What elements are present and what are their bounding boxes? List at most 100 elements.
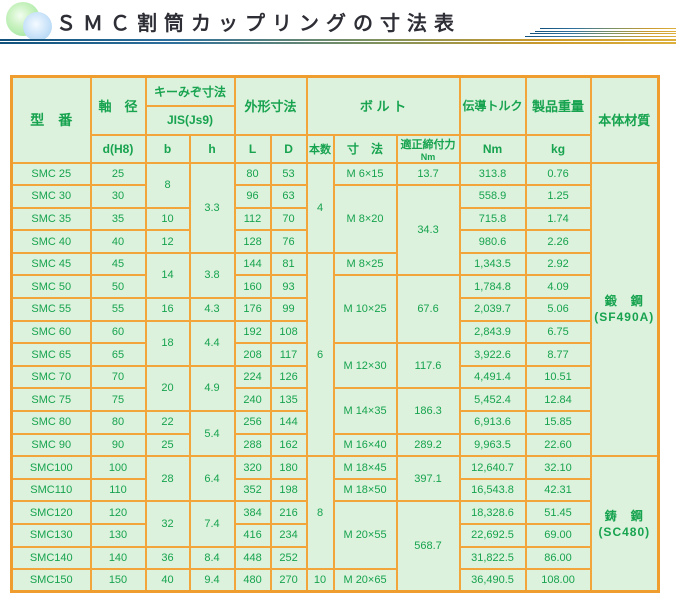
cell-torque: 16,543.8 <box>458 477 527 503</box>
cell-b: 40 <box>144 568 191 593</box>
cell-model: SMC 90 <box>10 432 92 458</box>
table-row: SMC 90 90 25 288 162 M 16×40 289.2 9,963.5 22.60 <box>10 432 659 458</box>
header-weight: 製品重量 <box>524 75 592 136</box>
table-body: SMC 25 25 8 3.3 80 53 4 M 6×15 13.7 313.8 0.76 鍛 鋼(… <box>10 161 660 593</box>
page-title: ＳＭＣ割筒カップリングの寸法表 <box>56 13 461 35</box>
cell-tight: 117.6 <box>395 342 461 390</box>
cell-torque: 5,452.4 <box>458 387 527 413</box>
cell-weight: 0.76 <box>524 161 592 187</box>
cell-size: M 18×45 <box>332 455 398 480</box>
cell-weight: 32.10 <box>524 455 592 480</box>
cell-D: 180 <box>269 455 308 480</box>
cell-weight: 2.26 <box>524 229 592 254</box>
cell-h: 5.4 <box>188 410 236 458</box>
cell-b: 25 <box>144 432 191 458</box>
cell-size: M 14×35 <box>332 387 398 435</box>
cell-d: 110 <box>89 477 147 503</box>
cell-tight: 568.7 <box>395 500 461 593</box>
cell-weight: 15.85 <box>524 410 592 435</box>
decorative-rule <box>535 30 676 32</box>
cell-tight: 13.7 <box>395 161 461 187</box>
cell-torque: 2,843.9 <box>458 319 527 345</box>
cell-tight: 67.6 <box>395 274 461 345</box>
cell-d: 100 <box>89 455 147 480</box>
cell-torque: 558.9 <box>458 184 527 209</box>
cell-D: 135 <box>269 387 308 413</box>
decorative-rule <box>530 33 676 35</box>
cell-torque: 2,039.7 <box>458 297 527 322</box>
cell-L: 384 <box>233 500 272 525</box>
cell-b: 10 <box>144 206 191 232</box>
cell-D: 144 <box>269 410 308 435</box>
table-row: SMC120 120 32 7.4 384 216 M 20×55 568.7 18,328.6… <box>10 500 659 593</box>
header-torque: 伝導トルク <box>458 75 527 136</box>
cell-L: 176 <box>233 297 272 322</box>
cell-b: 22 <box>144 410 191 435</box>
cell-L: 96 <box>233 184 272 209</box>
cell-torque: 980.6 <box>458 229 527 254</box>
cell-weight: 8.77 <box>524 342 592 367</box>
cell-L: 320 <box>233 455 272 480</box>
cell-torque: 4,491.4 <box>458 364 527 390</box>
cell-torque: 1,784.8 <box>458 274 527 300</box>
cell-torque: 1,343.5 <box>458 251 527 277</box>
table-row: SMC 50 50 160 93 M 10×25 67.6 1,784.8 4.09 <box>10 274 659 345</box>
cell-model: SMC 45 <box>10 251 92 277</box>
cell-L: 128 <box>233 229 272 254</box>
cell-size: M 18×50 <box>332 477 398 503</box>
cell-model: SMC 50 <box>10 274 92 300</box>
cell-D: 81 <box>269 251 308 277</box>
cell-weight: 86.00 <box>524 545 592 571</box>
table-row: SMC 65 65 208 117 M 12×30 117.6 3,922.6 8.77 <box>10 342 659 390</box>
cell-D: 216 <box>269 500 308 525</box>
cell-tight: 289.2 <box>395 432 461 458</box>
table-row: SMC 25 25 8 3.3 80 53 4 M 6×15 13.7 313.8 0.76 鍛 鋼(… <box>10 161 660 458</box>
cell-D: 162 <box>269 432 308 458</box>
cell-material: 鋳 鋼 (SC480) <box>589 455 660 593</box>
table-row: SMC150 150 40 9.4 480 270 10 M 20×65 36,490.5 108… <box>10 568 659 593</box>
table-row: SMC100 100 28 6.4 320 180 8 M 18×45 397.1 12,640.… <box>10 455 660 593</box>
cell-tight: 34.3 <box>395 184 461 277</box>
cell-L: 80 <box>233 161 272 187</box>
cell-L: 416 <box>233 523 272 548</box>
cell-d: 140 <box>89 545 147 571</box>
cell-b: 18 <box>144 319 191 367</box>
cell-L: 256 <box>233 410 272 435</box>
cell-weight: 22.60 <box>524 432 592 458</box>
cell-model: SMC 25 <box>10 161 92 187</box>
cell-model: SMC110 <box>10 477 92 503</box>
table-row: SMC140 140 36 8.4 448 252 31,822.5 86.00 <box>10 545 659 571</box>
cell-weight: 10.51 <box>524 364 592 390</box>
cell-model: SMC 75 <box>10 387 92 413</box>
cell-b: 12 <box>144 229 191 254</box>
cell-torque: 3,922.6 <box>458 342 527 367</box>
cell-L: 144 <box>233 251 272 277</box>
cell-L: 352 <box>233 477 272 503</box>
cell-torque: 36,490.5 <box>458 568 527 593</box>
cell-model: SMC130 <box>10 523 92 548</box>
cell-h: 3.3 <box>188 161 236 254</box>
cell-qty: 4 <box>305 161 335 254</box>
header-bolt: ボ ル ト <box>305 75 461 136</box>
cell-qty: 10 <box>305 568 335 593</box>
header-bolt-size: 寸 法 <box>332 133 398 164</box>
cell-model: SMC 35 <box>10 206 92 232</box>
table-row: SMC 80 80 22 5.4 256 144 6,913.6 15.85 <box>10 410 659 458</box>
header-shaft: 軸 径 <box>89 75 147 136</box>
cell-b: 20 <box>144 364 191 413</box>
cell-size: M 8×20 <box>332 184 398 254</box>
table-row: SMC 45 45 14 3.8 144 81 6 M 8×25 1,343.5 2.92 <box>10 251 659 458</box>
cell-b: 36 <box>144 545 191 571</box>
cell-D: 93 <box>269 274 308 300</box>
decorative-rule <box>540 28 676 30</box>
cell-torque: 313.8 <box>458 161 527 187</box>
cell-d: 120 <box>89 500 147 525</box>
cell-material: 鍛 鋼 (SF490A) <box>589 161 660 458</box>
header-keyway-std: JIS(Js9) <box>144 104 236 136</box>
cell-d: 60 <box>89 319 147 345</box>
cell-weight: 4.09 <box>524 274 592 300</box>
cell-d: 70 <box>89 364 147 390</box>
header-keyway: キーみぞ寸法 <box>144 75 236 107</box>
cell-L: 192 <box>233 319 272 345</box>
decorative-rule <box>0 42 676 44</box>
